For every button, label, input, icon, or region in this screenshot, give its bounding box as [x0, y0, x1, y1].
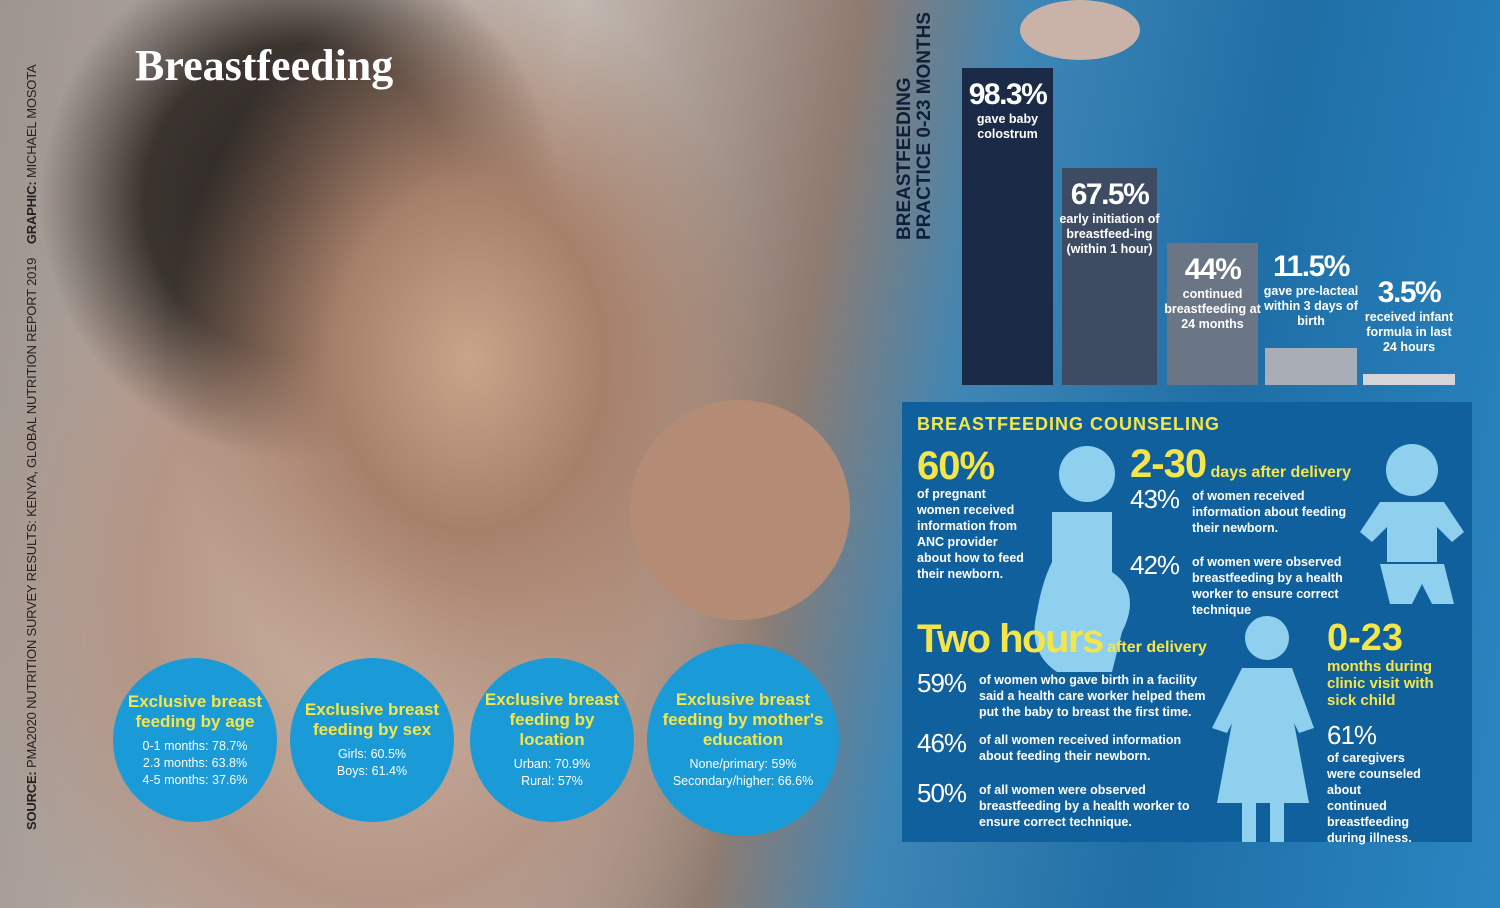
item-stat: 43%: [1130, 484, 1180, 514]
circle-row: None/primary: 59%: [689, 757, 797, 771]
item-text: of women received information about feed…: [1192, 489, 1347, 535]
bar-label: 67.5% early initiation of breastfeed-ing …: [1058, 178, 1161, 257]
stat-circle: Exclusive breast feeding by sex Girls: 60…: [290, 658, 454, 822]
bar-label: 98.3% gave baby colostrum: [958, 78, 1057, 142]
circle-row: Girls: 60.5%: [337, 747, 407, 761]
months-item-text: of caregivers were counseled about conti…: [1327, 751, 1421, 845]
bar: [1363, 373, 1455, 385]
bar-value: 44%: [1184, 253, 1242, 287]
circle-row: 0-1 months: 78.7%: [142, 738, 248, 753]
months-item-stat: 61%: [1327, 720, 1377, 750]
bar: [1265, 347, 1357, 385]
bar-label: 44% continued breastfeeding at 24 months: [1163, 253, 1262, 332]
circle-row: Secondary/higher: 66.6%: [672, 774, 814, 788]
bar-label: 3.5% received infant formula in last 24 h…: [1359, 276, 1459, 355]
counseling-box: BREASTFEEDING COUNSELING 60% of pregnant…: [902, 402, 1472, 845]
item-text: of all women received information about …: [979, 733, 1182, 763]
bar-text: gave pre-lacteal within 3 days of birth: [1263, 283, 1359, 328]
bar-text: continued breastfeeding at 24 months: [1164, 287, 1261, 332]
stat-circle: Exclusive breast feeding by mother's edu…: [647, 644, 839, 836]
bar-value: 3.5%: [1377, 275, 1442, 309]
hours-head: Two hours after delivery: [917, 617, 1207, 662]
pregnant-icon: [1034, 446, 1130, 672]
circle-title: Exclusive breast feeding by age: [127, 691, 263, 731]
stat-circle: Exclusive breast feeding by age 0-1 month…: [113, 658, 277, 822]
circle-title: Exclusive breast feeding by location: [484, 690, 620, 749]
bar-value: 98.3%: [968, 78, 1048, 112]
days-head: 2-30 days after delivery: [1130, 442, 1351, 487]
item-text: of women who gave birth in a facility sa…: [979, 673, 1206, 719]
circle-row: Urban: 70.9%: [513, 757, 591, 771]
counseling-title: BREASTFEEDING COUNSELING: [917, 414, 1221, 434]
item-stat: 50%: [917, 778, 967, 808]
circle-title: Exclusive breast feeding by sex: [304, 700, 440, 739]
graphic-label: GRAPHIC:: [24, 181, 39, 245]
days-stat: 2-30: [1130, 442, 1207, 486]
hand: [1020, 0, 1140, 60]
source: PMA2020 NUTRITION SURVEY RESULTS: KENYA,…: [24, 257, 39, 769]
bar-value: 11.5%: [1273, 249, 1350, 283]
practice-title-line: PRACTICE 0-23 MONTHS: [914, 11, 935, 240]
anc-text: of pregnant women received information f…: [917, 487, 1024, 581]
practice-title: BREASTFEEDING PRACTICE 0-23 MONTHS: [894, 11, 935, 240]
practice-title-line: BREASTFEEDING: [894, 77, 915, 240]
source-label: SOURCE:: [24, 771, 39, 830]
circle-row: Boys: 61.4%: [336, 764, 408, 778]
graphic: MICHAEL MOSOTA: [24, 64, 39, 179]
months-suffix: months during clinic visit with sick chi…: [1327, 658, 1434, 709]
hours-suffix: after delivery: [1107, 639, 1207, 656]
bar-text: gave baby colostrum: [976, 112, 1039, 142]
mother-icon: [1212, 616, 1314, 842]
title: Breastfeeding: [135, 41, 394, 90]
item-stat: 59%: [917, 668, 967, 698]
item-stat: 42%: [1130, 550, 1180, 580]
bar: [1062, 167, 1157, 385]
stat-circle: Exclusive breast feeding by location Urba…: [470, 658, 634, 822]
bar-text: received infant formula in last 24 hours: [1364, 309, 1454, 354]
bar: [1167, 243, 1258, 385]
circle-row: 4-5 months: 37.6%: [142, 772, 248, 787]
item-text: of women were observed breastfeeding by …: [1192, 555, 1343, 617]
item-text: of all women were observed breastfeeding…: [979, 783, 1190, 829]
bar-label: 11.5% gave pre-lacteal within 3 days of b…: [1261, 250, 1361, 329]
baby-icon: [1360, 444, 1464, 604]
item-stat: 46%: [917, 728, 967, 758]
days-suffix: days after delivery: [1210, 464, 1352, 481]
anc-stat: 60%: [917, 444, 995, 488]
months-stat: 0-23: [1327, 617, 1404, 659]
circle-title: Exclusive breast feeding by mother's edu…: [662, 690, 824, 749]
hand: [630, 400, 850, 620]
hours-stat: Two hours: [917, 617, 1104, 661]
circle-row: Rural: 57%: [521, 774, 583, 788]
circle-row: 2.3 months: 63.8%: [142, 755, 248, 770]
bar: [962, 68, 1053, 385]
bar-text: early initiation of breastfeed-ing (with…: [1059, 211, 1160, 256]
icons: [1034, 444, 1464, 842]
credit: SOURCE: PMA2020 NUTRITION SURVEY RESULTS…: [24, 65, 39, 830]
bar-value: 67.5%: [1070, 177, 1150, 211]
